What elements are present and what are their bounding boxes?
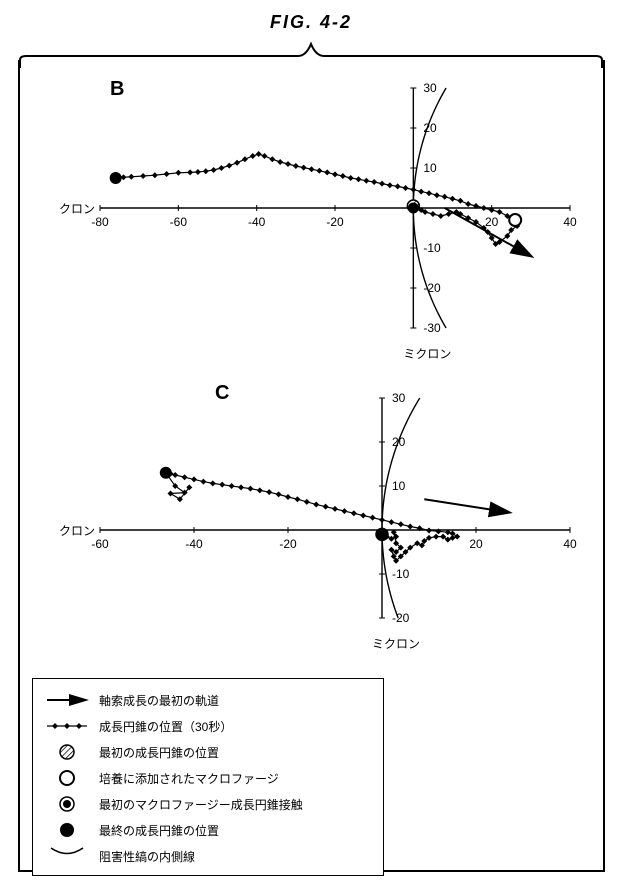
legend-symbol-line_marker xyxy=(43,714,91,738)
svg-text:-20: -20 xyxy=(392,611,410,625)
svg-text:20: 20 xyxy=(485,215,499,229)
legend-item: 最初の成長円錐の位置 xyxy=(43,739,373,765)
svg-text:-20: -20 xyxy=(279,537,297,551)
svg-text:-60: -60 xyxy=(91,537,109,551)
legend-symbol-arrow xyxy=(43,688,91,712)
legend-item: 最終の成長円錐の位置 xyxy=(43,817,373,843)
svg-text:10: 10 xyxy=(392,479,406,493)
legend-label: 阻害性縞の内側線 xyxy=(91,848,195,865)
legend-item: 最初のマクロファージー成長円錐接触 xyxy=(43,791,373,817)
legend-symbol-open xyxy=(43,766,91,790)
figure-title: FIG. 4-2 xyxy=(0,12,622,33)
svg-text:40: 40 xyxy=(563,215,577,229)
svg-text:ミクロン: ミクロン xyxy=(60,524,95,538)
legend-item: 阻害性縞の内側線 xyxy=(43,843,373,869)
svg-text:-10: -10 xyxy=(392,567,410,581)
svg-text:30: 30 xyxy=(423,81,437,95)
legend-label: 成長円錐の位置（30秒） xyxy=(91,718,232,735)
legend-item: 培養に添加されたマクロファージ xyxy=(43,765,373,791)
chart-c: -60-40-202040-20-10102030ミクロンミクロン xyxy=(60,380,590,665)
svg-text:40: 40 xyxy=(563,537,577,551)
legend-symbol-arc xyxy=(43,844,91,868)
svg-text:-80: -80 xyxy=(91,215,109,229)
svg-text:-30: -30 xyxy=(423,321,441,335)
svg-text:ミクロン: ミクロン xyxy=(60,202,95,216)
svg-text:-60: -60 xyxy=(170,215,188,229)
legend-symbol-solid xyxy=(43,818,91,842)
svg-text:20: 20 xyxy=(469,537,483,551)
legend-label: 培養に添加されたマクロファージ xyxy=(91,770,279,787)
figure-frame: B -80-60-40-202040-30-20-10102030ミクロンミクロ… xyxy=(18,60,605,872)
legend: 軸索成長の最初の軌道成長円錐の位置（30秒） 最初の成長円錐の位置培養に添加された… xyxy=(32,678,384,876)
svg-text:-10: -10 xyxy=(423,241,441,255)
chart-b: -80-60-40-202040-30-20-10102030ミクロンミクロン xyxy=(60,70,590,375)
legend-symbol-solid_ring xyxy=(43,792,91,816)
legend-label: 最初の成長円錐の位置 xyxy=(91,744,219,761)
svg-text:ミクロン: ミクロン xyxy=(372,637,420,651)
svg-text:30: 30 xyxy=(392,391,406,405)
svg-text:-40: -40 xyxy=(248,215,266,229)
legend-label: 最初のマクロファージー成長円錐接触 xyxy=(91,796,303,813)
legend-item: 成長円錐の位置（30秒） xyxy=(43,713,373,739)
legend-label: 軸索成長の最初の軌道 xyxy=(91,692,219,709)
svg-text:10: 10 xyxy=(423,161,437,175)
legend-label: 最終の成長円錐の位置 xyxy=(91,822,219,839)
svg-text:-20: -20 xyxy=(326,215,344,229)
svg-text:-40: -40 xyxy=(185,537,203,551)
svg-text:ミクロン: ミクロン xyxy=(403,347,451,361)
legend-item: 軸索成長の最初の軌道 xyxy=(43,687,373,713)
legend-symbol-hatched xyxy=(43,740,91,764)
